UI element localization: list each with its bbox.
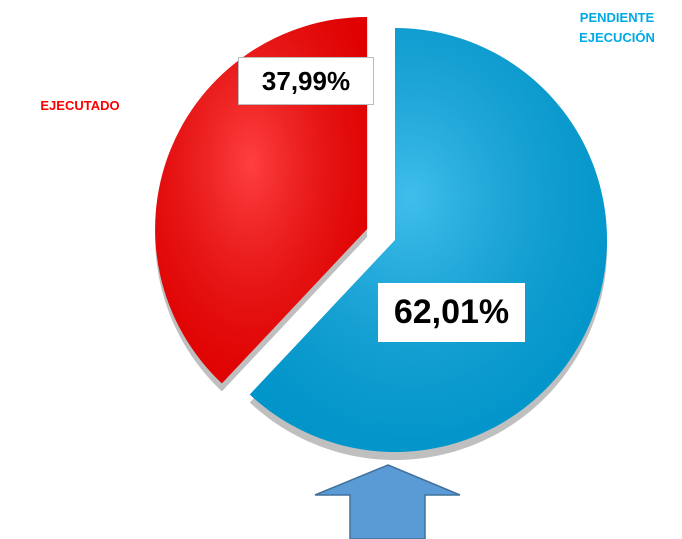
slice-shade — [249, 28, 608, 452]
category-label: EJECUTADO — [40, 98, 120, 113]
value-label: 37,99% — [238, 57, 374, 105]
arrow — [314, 464, 461, 539]
category-label: PENDIENTE EJECUCIÓN — [579, 10, 655, 45]
pie — [155, 16, 608, 460]
slice-shade — [155, 16, 368, 384]
value-label: 62,01% — [378, 283, 525, 342]
